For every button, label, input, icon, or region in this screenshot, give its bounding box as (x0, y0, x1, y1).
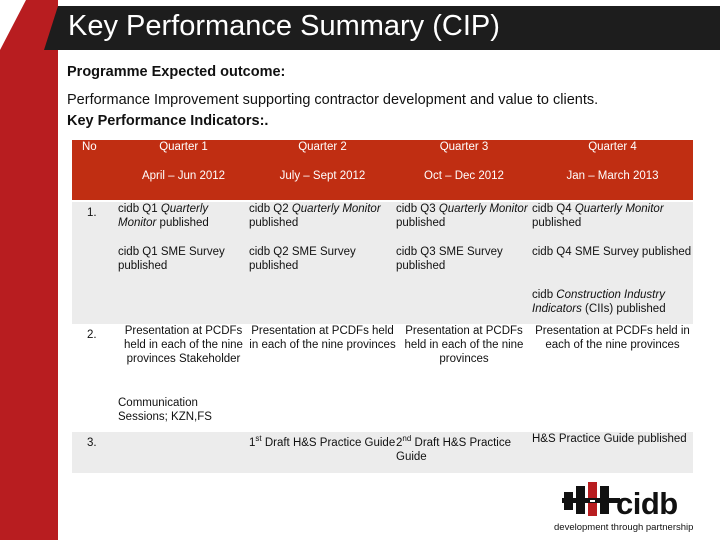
cell-q4-cii: cidb Construction Industry Indicators (C… (532, 288, 693, 324)
cell-q4-guide: H&S Practice Guide published (532, 432, 693, 473)
table-row: 3. 1st Draft H&S Practice Guide 2nd Draf… (72, 432, 693, 473)
cell-q4-presentation: Presentation at PCDFs held in each of th… (535, 325, 690, 351)
logo-wordmark: cidb (616, 486, 678, 521)
header-no-empty (72, 169, 118, 200)
cell-q1-sme: cidb Q1 SME Survey published (118, 245, 249, 288)
cidb-logo-mark-icon (562, 482, 620, 516)
header-q3-period: Oct – Dec 2012 (396, 169, 532, 200)
header-q3: Quarter 3 (396, 140, 532, 169)
cell-q1-presentation: Presentation at PCDFs held in each of th… (124, 325, 243, 365)
header-q4-period: Jan – March 2013 (532, 169, 693, 200)
cell-q3-monitor: cidb Q3 Quarterly Monitor published (396, 202, 532, 245)
cell-q1-monitor: cidb Q1 Quarterly Monitor published (118, 202, 249, 245)
table-row: 2. Presentation at PCDFs held in each of… (72, 324, 693, 396)
cell-q2-sme: cidb Q2 SME Survey published (249, 245, 396, 288)
row-number: 3. (72, 432, 118, 473)
cell-q3-presentation: Presentation at PCDFs held in each of th… (404, 325, 524, 365)
header-no: No (72, 140, 118, 169)
cidb-logo: cidb development through partnership (552, 480, 707, 536)
logo-tagline: development through partnership (554, 522, 694, 533)
header-q4: Quarter 4 (532, 140, 693, 169)
programme-label: Programme Expected outcome: (67, 64, 286, 80)
slide-title: Key Performance Summary (CIP) (68, 10, 500, 42)
cell-q1-communication: Communication Sessions; KZN,FS (118, 397, 212, 423)
table-row: 1. cidb Q1 Quarterly Monitor published c… (72, 202, 693, 245)
cell-q4-sme: cidb Q4 SME Survey published (532, 245, 693, 288)
header-gap (72, 200, 693, 202)
table-row: Communication Sessions; KZN,FS (72, 396, 693, 432)
kpi-table: No Quarter 1 Quarter 2 Quarter 3 Quarter… (72, 140, 693, 473)
top-wedge-decoration (0, 0, 26, 50)
title-bar: Key Performance Summary (CIP) (44, 6, 720, 50)
cell-q4-monitor: cidb Q4 Quarterly Monitor published (532, 202, 693, 245)
row-number: 1. (72, 202, 118, 245)
cell-q3-sme: cidb Q3 SME Survey published (396, 245, 532, 288)
header-q1-period: April – Jun 2012 (118, 169, 249, 200)
header-q2: Quarter 2 (249, 140, 396, 169)
header-q2-period: July – Sept 2012 (249, 169, 396, 200)
row-number: 2. (87, 329, 97, 341)
slide-content: Programme Expected outcome: Performance … (58, 50, 720, 540)
outcome-text: Performance Improvement supporting contr… (67, 92, 599, 108)
table-row: cidb Construction Industry Indicators (C… (72, 288, 693, 324)
left-accent-bar (0, 0, 58, 540)
header-q1: Quarter 1 (118, 140, 249, 169)
cell-q2-presentation: Presentation at PCDFs held in each of th… (249, 325, 396, 351)
table-row: cidb Q1 SME Survey published cidb Q2 SME… (72, 245, 693, 288)
cell-q2-guide: 1st Draft H&S Practice Guide (249, 432, 396, 473)
cell-q2-monitor: cidb Q2 Quarterly Monitor published (249, 202, 396, 245)
header-row-quarters: No Quarter 1 Quarter 2 Quarter 3 Quarter… (72, 140, 693, 169)
header-row-periods: April – Jun 2012 July – Sept 2012 Oct – … (72, 169, 693, 200)
kpi-label: Key Performance Indicators:. (67, 113, 269, 129)
cell-q3-guide: 2nd Draft H&S Practice Guide (396, 432, 532, 473)
